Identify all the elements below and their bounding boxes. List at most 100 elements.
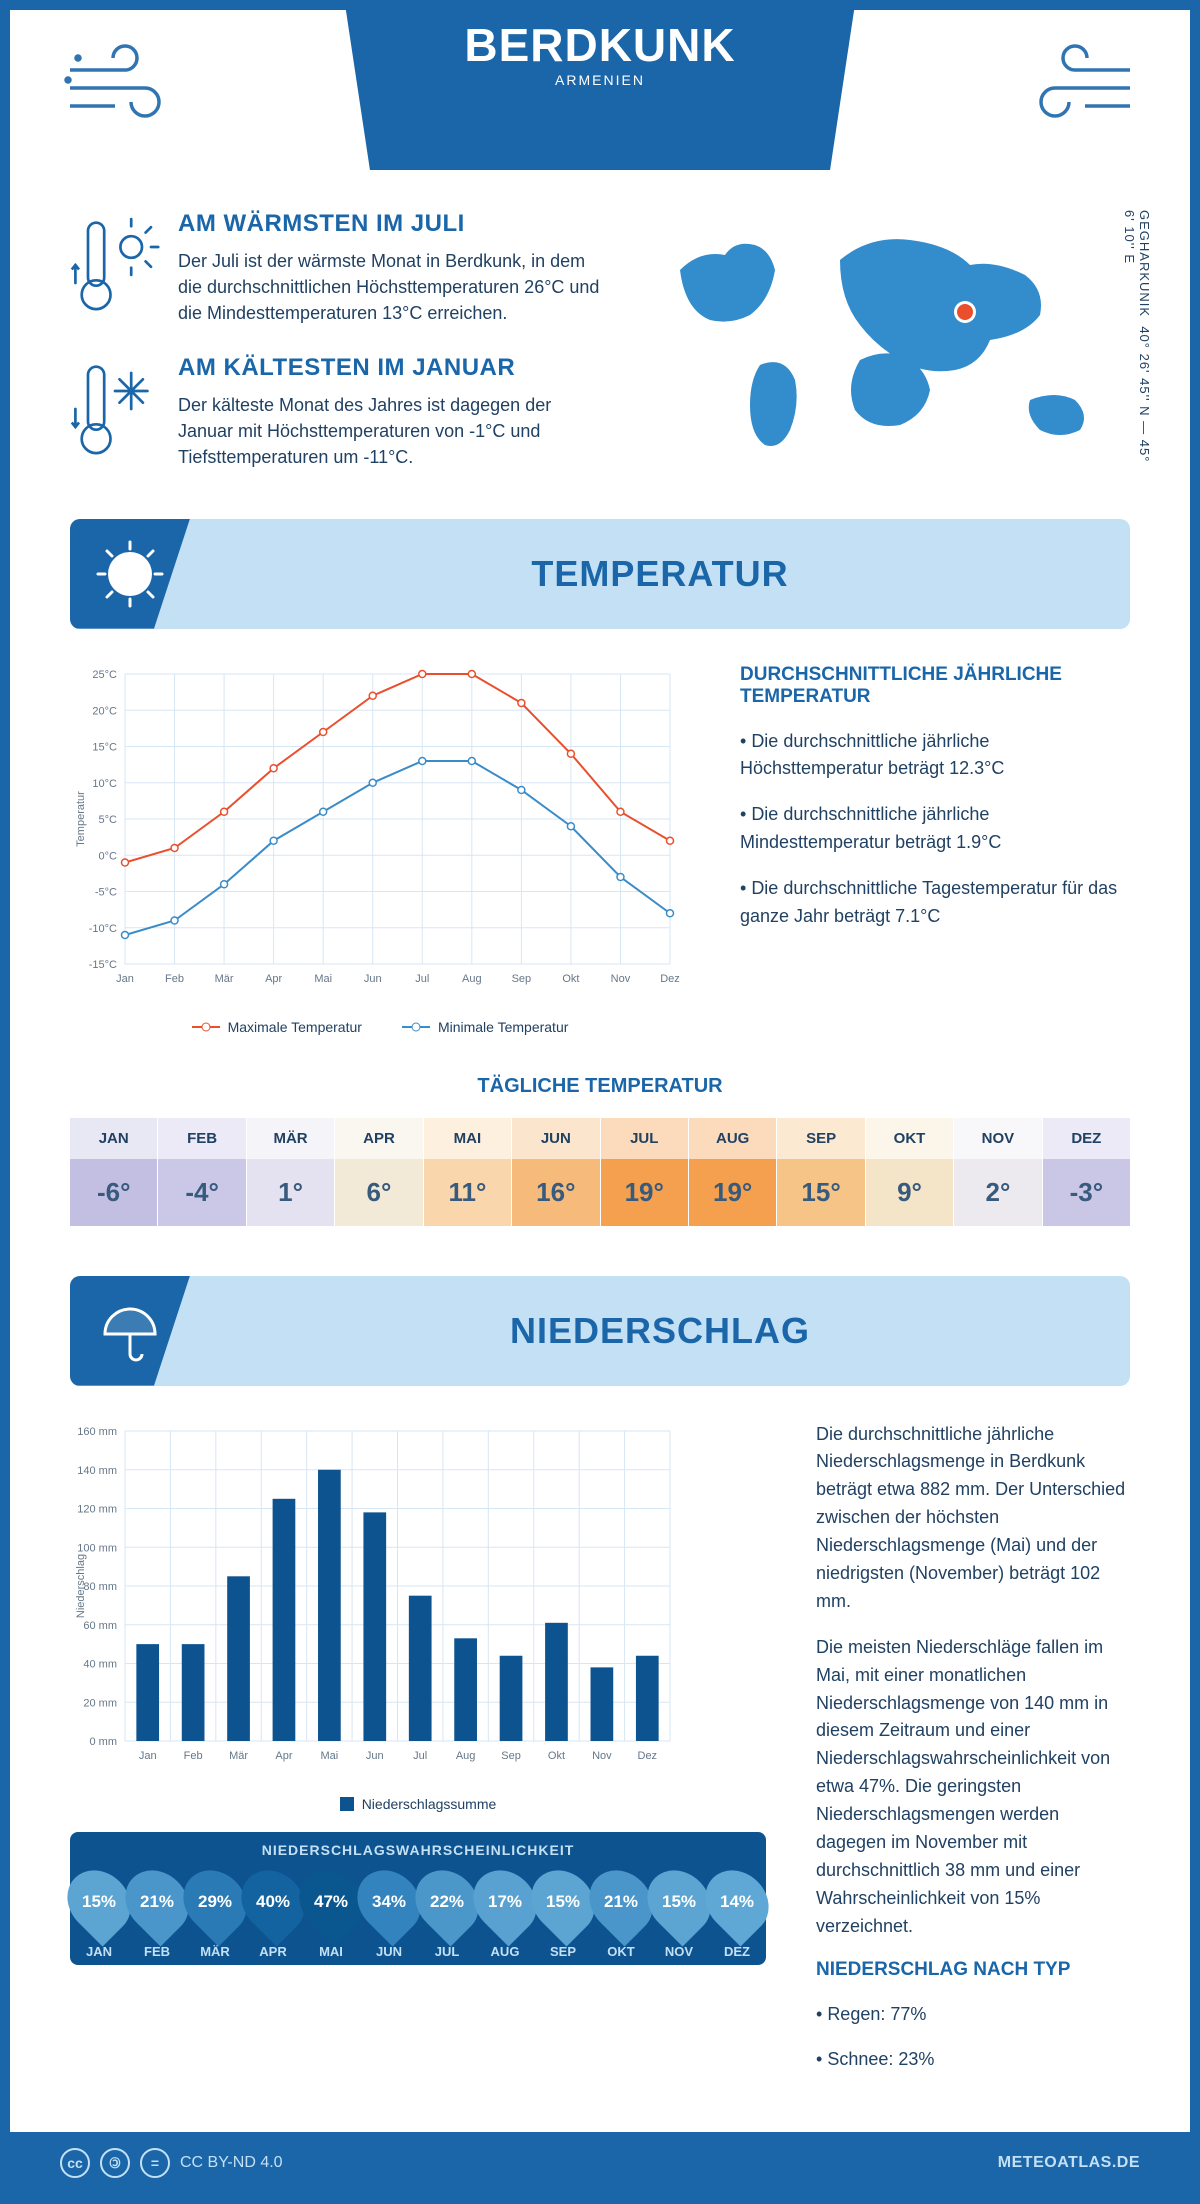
prob-drop: 34% JUN [360, 1868, 418, 1959]
temp-title: TEMPERATUR [190, 553, 1130, 595]
temp-bullet: Die durchschnittliche jährliche Höchstte… [740, 728, 1130, 784]
prob-drop: 15% NOV [650, 1868, 708, 1959]
temp-bullet: Die durchschnittliche jährliche Mindestt… [740, 801, 1130, 857]
svg-text:Mai: Mai [314, 973, 332, 985]
daily-title: TÄGLICHE TEMPERATUR [70, 1075, 1130, 1098]
daily-cell: SEP 15° [777, 1118, 865, 1226]
svg-text:20°C: 20°C [92, 705, 117, 717]
prob-title: NIEDERSCHLAGSWAHRSCHEINLICHKEIT [70, 1842, 766, 1858]
prob-drop: 15% SEP [534, 1868, 592, 1959]
wind-icon [60, 40, 180, 130]
sun-icon [95, 539, 165, 609]
nd-icon: = [140, 2148, 170, 2178]
cold-title: AM KÄLTESTEN IM JANUAR [178, 354, 610, 382]
svg-text:160 mm: 160 mm [77, 1426, 117, 1438]
prob-drop: 17% AUG [476, 1868, 534, 1959]
precip-probability-band: NIEDERSCHLAGSWAHRSCHEINLICHKEIT 15% JAN … [70, 1832, 766, 1965]
prob-drop: 15% JAN [70, 1868, 128, 1959]
daily-cell: JUN 16° [512, 1118, 600, 1226]
svg-text:40 mm: 40 mm [83, 1658, 117, 1670]
svg-text:Dez: Dez [638, 1750, 658, 1762]
svg-text:Nov: Nov [611, 973, 631, 985]
svg-text:Sep: Sep [512, 973, 532, 985]
svg-text:5°C: 5°C [99, 814, 118, 826]
svg-text:Mai: Mai [321, 1750, 339, 1762]
svg-text:Jan: Jan [116, 973, 134, 985]
prob-drop: 14% DEZ [708, 1868, 766, 1959]
svg-text:60 mm: 60 mm [83, 1619, 117, 1631]
daily-cell: JAN -6° [70, 1118, 158, 1226]
svg-text:140 mm: 140 mm [77, 1464, 117, 1476]
daily-temperature-band: JAN -6° FEB -4° MÄR 1° APR 6° MAI 11° JU… [70, 1118, 1130, 1226]
temp-side-title: DURCHSCHNITTLICHE JÄHRLICHE TEMPERATUR [740, 664, 1130, 708]
daily-cell: OKT 9° [866, 1118, 954, 1226]
precip-title: NIEDERSCHLAG [190, 1310, 1130, 1352]
svg-text:Jun: Jun [366, 1750, 384, 1762]
svg-text:Okt: Okt [548, 1750, 565, 1762]
footer: cc 🄯 = CC BY-ND 4.0 METEOATLAS.DE [10, 2132, 1190, 2194]
svg-text:Mär: Mär [229, 1750, 248, 1762]
daily-cell: FEB -4° [158, 1118, 246, 1226]
svg-text:-10°C: -10°C [89, 922, 117, 934]
daily-cell: AUG 19° [689, 1118, 777, 1226]
daily-cell: MÄR 1° [247, 1118, 335, 1226]
warm-title: AM WÄRMSTEN IM JULI [178, 210, 610, 238]
svg-text:Nov: Nov [592, 1750, 612, 1762]
svg-text:Jul: Jul [415, 973, 429, 985]
umbrella-icon [95, 1296, 165, 1366]
daily-cell: DEZ -3° [1043, 1118, 1130, 1226]
svg-text:-15°C: -15°C [89, 959, 117, 971]
country: ARMENIEN [464, 72, 735, 88]
warmest-block: AM WÄRMSTEN IM JULI Der Juli ist der wär… [70, 210, 610, 326]
svg-text:Apr: Apr [265, 973, 282, 985]
by-icon: 🄯 [100, 2148, 130, 2178]
precip-p2: Die meisten Niederschläge fallen im Mai,… [816, 1634, 1130, 1941]
svg-text:120 mm: 120 mm [77, 1503, 117, 1515]
svg-text:Okt: Okt [562, 973, 579, 985]
precip-type-h: NIEDERSCHLAG NACH TYP [816, 1959, 1130, 1981]
wind-icon [1020, 40, 1140, 130]
precip-bar-chart: 0 mm 20 mm 40 mm 60 mm 80 mm 100 mm 120 mm 140 … [70, 1421, 690, 1781]
precip-p1: Die durchschnittliche jährliche Niedersc… [816, 1421, 1130, 1616]
coordinates: GEGHARKUNIK 40° 26' 45'' N — 45° 6' 10''… [1122, 210, 1152, 470]
svg-text:Dez: Dez [660, 973, 680, 985]
svg-text:Apr: Apr [275, 1750, 292, 1762]
cc-icon: cc [60, 2148, 90, 2178]
temperature-line-chart: -15°C-10°C-5°C0°C5°C10°C15°C20°C25°CJanF… [70, 664, 690, 1035]
license: CC BY-ND 4.0 [180, 2154, 283, 2172]
svg-text:Temperatur: Temperatur [75, 790, 87, 846]
precip-section-header: NIEDERSCHLAG [70, 1276, 1130, 1386]
svg-text:0°C: 0°C [99, 850, 118, 862]
svg-text:80 mm: 80 mm [83, 1581, 117, 1593]
temp-bullet: Die durchschnittliche Tagestemperatur fü… [740, 875, 1130, 931]
svg-text:15°C: 15°C [92, 741, 117, 753]
svg-text:Aug: Aug [456, 1750, 476, 1762]
world-map: GEGHARKUNIK 40° 26' 45'' N — 45° 6' 10''… [650, 210, 1130, 470]
svg-text:Niederschlag: Niederschlag [75, 1553, 87, 1617]
legend-max: Maximale Temperatur [228, 1019, 362, 1035]
cold-text: Der kälteste Monat des Jahres ist dagege… [178, 392, 610, 470]
svg-text:Mär: Mär [215, 973, 234, 985]
daily-cell: MAI 11° [424, 1118, 512, 1226]
prob-drop: 29% MÄR [186, 1868, 244, 1959]
svg-text:20 mm: 20 mm [83, 1697, 117, 1709]
svg-text:Feb: Feb [184, 1750, 203, 1762]
daily-cell: NOV 2° [954, 1118, 1042, 1226]
warm-text: Der Juli ist der wärmste Monat in Berdku… [178, 248, 610, 326]
infographic-page: BERDKUNK ARMENIEN AM WÄRMSTEN IM JULI De… [0, 0, 1200, 2204]
svg-text:0 mm: 0 mm [90, 1736, 118, 1748]
intro-row: AM WÄRMSTEN IM JULI Der Juli ist der wär… [70, 210, 1130, 499]
svg-text:25°C: 25°C [92, 669, 117, 681]
site-name: METEOATLAS.DE [998, 2154, 1140, 2172]
prob-drop: 47% MAI [302, 1868, 360, 1959]
temperature-section-header: TEMPERATUR [70, 519, 1130, 629]
precip-type: Schnee: 23% [816, 2046, 1130, 2074]
prob-drop: 22% JUL [418, 1868, 476, 1959]
daily-cell: JUL 19° [601, 1118, 689, 1226]
svg-text:Feb: Feb [165, 973, 184, 985]
legend-min: Minimale Temperatur [438, 1019, 568, 1035]
svg-text:Sep: Sep [501, 1750, 521, 1762]
svg-text:10°C: 10°C [92, 777, 117, 789]
city-title: BERDKUNK [464, 18, 735, 72]
svg-text:100 mm: 100 mm [77, 1542, 117, 1554]
